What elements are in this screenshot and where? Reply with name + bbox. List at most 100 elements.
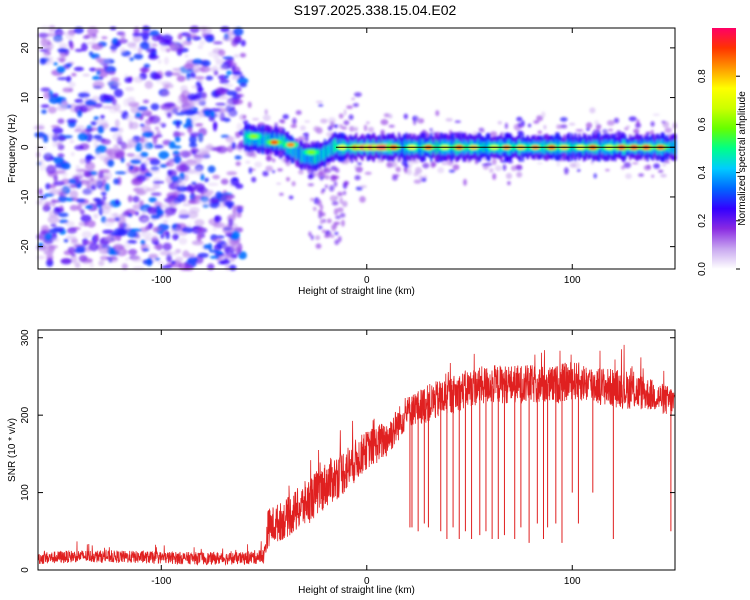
noise-cell: [175, 120, 181, 129]
noise-cell: [181, 106, 188, 112]
noise-cell: [113, 227, 126, 237]
noise-cell: [142, 110, 152, 114]
noise-cell: [230, 243, 240, 252]
noise-cell: [113, 178, 120, 185]
noise-cell: [56, 102, 68, 112]
noise-cell: [234, 35, 242, 42]
y-tick-label: 0: [20, 144, 31, 150]
noise-cell: [100, 191, 107, 196]
noise-cell: [47, 215, 60, 224]
noise-cell: [132, 195, 140, 203]
noise-cell: [203, 110, 210, 117]
noise-cell: [93, 134, 103, 140]
noise-cell: [77, 132, 88, 141]
scatter-cell: [589, 107, 596, 114]
y-tick-label: 300: [20, 329, 31, 346]
scatter-cell: [564, 167, 569, 174]
noise-cell: [194, 183, 205, 191]
scatter-cell: [310, 234, 314, 241]
noise-cell: [187, 93, 197, 101]
noise-cell: [78, 221, 85, 227]
noise-cell: [178, 231, 188, 236]
noise-cell: [82, 189, 94, 196]
noise-cell: [194, 76, 206, 80]
scatter-cell: [560, 124, 568, 129]
scatter-cell: [337, 191, 343, 197]
noise-cell: [42, 134, 49, 143]
noise-cell: [115, 150, 125, 160]
scatter-cell: [251, 151, 257, 158]
noise-cell: [104, 183, 110, 192]
scatter-cell: [280, 119, 286, 124]
scatter-cell: [490, 131, 498, 137]
noise-cell: [184, 109, 196, 116]
noise-cell: [75, 125, 85, 130]
scatter-cell: [359, 185, 367, 189]
noise-cell: [175, 112, 186, 116]
scatter-cell: [662, 121, 670, 128]
scatter-cell: [335, 195, 339, 200]
noise-cell: [84, 128, 94, 132]
noise-cell: [118, 110, 124, 114]
noise-cell: [123, 98, 129, 107]
scatter-cell: [452, 164, 460, 171]
scatter-cell: [346, 105, 353, 109]
noise-cell: [161, 90, 171, 97]
figure-title: S197.2025.338.15.04.E02: [293, 2, 457, 18]
noise-cell: [57, 77, 69, 81]
scatter-cell: [527, 123, 532, 128]
noise-cell: [174, 136, 181, 143]
noise-cell: [79, 104, 88, 113]
noise-cell: [58, 212, 69, 218]
colorbar-tick-label: 0.4: [697, 165, 708, 179]
scatter-cell: [338, 124, 344, 129]
noise-cell: [118, 127, 124, 133]
noise-cell: [196, 233, 202, 242]
noise-cell: [98, 260, 105, 266]
noise-cell: [130, 228, 142, 232]
noise-cell: [68, 39, 73, 48]
noise-cell: [203, 244, 210, 250]
noise-cell: [50, 223, 57, 227]
noise-cell: [152, 73, 162, 81]
noise-cell: [102, 229, 115, 235]
noise-cell: [187, 256, 198, 263]
scatter-cell: [327, 232, 333, 236]
noise-cell: [45, 165, 57, 174]
noise-cell: [128, 120, 133, 130]
noise-cell: [52, 237, 60, 243]
scatter-cell: [664, 127, 672, 134]
noise-cell: [129, 57, 134, 62]
noise-cell: [131, 177, 143, 186]
spectrogram-frame: [37, 27, 676, 270]
noise-cell: [231, 141, 236, 150]
noise-cell: [128, 165, 134, 171]
noise-cell: [46, 46, 52, 54]
noise-cell: [85, 156, 96, 160]
scatter-cell: [556, 124, 562, 130]
noise-cell: [168, 108, 179, 114]
noise-cell: [101, 36, 108, 40]
noise-cell: [135, 190, 146, 196]
scatter-cell: [631, 162, 639, 165]
noise-cell: [214, 215, 222, 223]
scatter-cell: [605, 169, 610, 172]
noise-cell: [148, 253, 158, 259]
noise-cell: [191, 240, 204, 246]
noise-cell: [142, 26, 151, 31]
noise-cell: [204, 177, 209, 183]
noise-cell: [89, 177, 95, 182]
noise-cell: [154, 126, 160, 131]
noise-cell: [47, 106, 57, 114]
scatter-cell: [515, 164, 522, 169]
noise-cell: [213, 55, 220, 62]
noise-cell: [189, 142, 198, 148]
noise-cell: [166, 253, 172, 263]
spectrogram-x-ticks: -100 0 100: [151, 28, 581, 286]
noise-cell: [185, 117, 193, 127]
noise-cell: [235, 86, 242, 92]
scatter-cell: [392, 174, 400, 177]
scatter-cell: [291, 181, 296, 187]
noise-cell: [148, 115, 155, 121]
scatter-cell: [279, 192, 284, 196]
